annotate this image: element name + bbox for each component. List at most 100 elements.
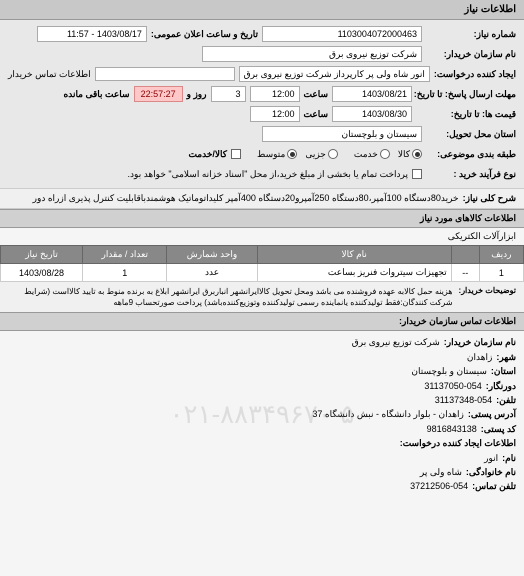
label-days: روز و	[187, 89, 207, 100]
col-name: نام کالا	[257, 246, 451, 264]
row-process: نوع فرآیند خرید : پرداخت تمام یا بخشی از…	[8, 164, 516, 184]
contact-postal: کد پستی: 9816843138	[8, 422, 516, 436]
contact-fax-value: 31137050-054	[424, 379, 481, 393]
label-deadline: مهلت ارسال پاسخ: تا تاریخ:	[416, 89, 516, 100]
items-table: ردیف نام کالا واحد شمارش تعداد / مقدار ت…	[0, 245, 524, 282]
checkbox-prepay[interactable]	[231, 149, 241, 159]
contact-creator-family-label: نام خانوادگی:	[466, 465, 516, 479]
contact-creator-name: نام: انور	[8, 451, 516, 465]
text-process: پرداخت تمام یا بخشی از مبلغ خرید،از محل …	[128, 169, 408, 180]
label-buyer: نام سازمان خریدار:	[426, 49, 516, 60]
items-section-title: اطلاعات کالاهای مورد نیاز	[0, 209, 524, 228]
col-qty: تعداد / مقدار	[83, 246, 167, 264]
radio-label-motavaset: متوسط	[257, 149, 285, 160]
input-days[interactable]	[211, 86, 246, 102]
label-explain: توضیحات خریدار:	[459, 286, 516, 308]
radio-label-khedmat: خدمت	[354, 149, 378, 160]
contact-province: استان: سیستان و بلوچستان	[8, 364, 516, 378]
row-packaging: طبقه بندی موضوعی: کالا خدمت جزیی متوسط ک…	[8, 144, 516, 164]
items-header-row: ردیف نام کالا واحد شمارش تعداد / مقدار ت…	[1, 246, 524, 264]
contact-creator-family-value: شاه ولی پر	[420, 465, 462, 479]
text-main-desc: خرید80دستگاه 100آمپر،80دستگاه 250آمپرو20…	[33, 193, 459, 204]
contact-city: شهر: زاهدان	[8, 350, 516, 364]
cell-date: 1403/08/28	[1, 264, 83, 282]
contact-section-title: اطلاعات تماس سازمان خریدار:	[0, 312, 524, 331]
text-explain: هزینه حمل کالابه عهده فروشنده می باشد وم…	[8, 286, 453, 308]
label-prepay: کالا/خدمت	[188, 149, 227, 160]
contact-postal-label: کد پستی:	[481, 422, 516, 436]
col-idx: ردیف	[479, 246, 523, 264]
contact-province-label: استان:	[491, 364, 516, 378]
row-request-no: شماره نیاز: تاریخ و ساعت اعلان عمومی:	[8, 24, 516, 44]
contact-address: آدرس پستی: زاهدان - بلوار دانشگاه - نبش …	[8, 407, 516, 421]
countdown-timer: 22:57:27	[134, 86, 183, 102]
radio-kala[interactable]: کالا	[398, 149, 422, 160]
label-packaging: طبقه بندی موضوعی:	[426, 149, 516, 160]
radio-jozi[interactable]: جزیی	[305, 149, 338, 160]
input-validity-time[interactable]	[250, 106, 300, 122]
page-header: اطلاعات نیاز	[0, 0, 524, 20]
label-main-desc: شرح کلی نیاز:	[463, 193, 516, 204]
radio-motavaset[interactable]: متوسط	[257, 149, 297, 160]
contact-phone-value: 31137348-054	[435, 393, 492, 407]
contact-org-value: شرکت توزیع نیروی برق	[352, 335, 440, 349]
contact-creator-info: اطلاعات ایجاد کننده درخواست:	[8, 436, 516, 450]
input-announce-date[interactable]	[37, 26, 147, 42]
label-validity-time: ساعت	[304, 109, 329, 120]
input-buyer[interactable]	[202, 46, 422, 62]
cell-qty: 1	[83, 264, 167, 282]
row-buyer: نام سازمان خریدار:	[8, 44, 516, 64]
contact-fax-label: دورنگار:	[486, 379, 516, 393]
contact-fax: دورنگار: 31137050-054	[8, 379, 516, 393]
input-validity-date[interactable]	[332, 106, 412, 122]
radio-label-kala: کالا	[398, 149, 410, 160]
contact-creator-info-label: اطلاعات ایجاد کننده درخواست:	[400, 436, 516, 450]
checkbox-process[interactable]	[412, 169, 422, 179]
col-unit: واحد شمارش	[167, 246, 257, 264]
radio-label-jozi: جزیی	[305, 149, 326, 160]
header-title: اطلاعات نیاز	[464, 4, 516, 15]
row-main-desc: شرح کلی نیاز: خرید80دستگاه 100آمپر،80دست…	[0, 188, 524, 209]
label-announce-date: تاریخ و ساعت اعلان عمومی:	[151, 29, 258, 40]
form-main: شماره نیاز: تاریخ و ساعت اعلان عمومی: نا…	[0, 20, 524, 188]
contact-org-label: نام سازمان خریدار:	[444, 335, 516, 349]
row-deadline: مهلت ارسال پاسخ: تا تاریخ: ساعت روز و 22…	[8, 84, 516, 104]
input-creator[interactable]	[239, 66, 430, 82]
contact-org: نام سازمان خریدار: شرکت توزیع نیروی برق	[8, 335, 516, 349]
contact-creator-phone-value: 37212506-054	[410, 479, 468, 493]
input-province[interactable]	[262, 126, 422, 142]
input-deadline-time[interactable]	[250, 86, 300, 102]
cell-name: تجهیزات سیتروات فنریز بساعت	[257, 264, 451, 282]
col-date: تاریخ نیاز	[1, 246, 83, 264]
radio-group-type: کالا خدمت	[354, 149, 422, 160]
contact-province-value: سیستان و بلوچستان	[411, 364, 487, 378]
table-row[interactable]: 1 -- تجهیزات سیتروات فنریز بساعت عدد 1 1…	[1, 264, 524, 282]
contact-phone-label: تلفن:	[496, 393, 516, 407]
contact-creator-phone-label: تلفن تماس:	[472, 479, 516, 493]
contact-city-value: زاهدان	[467, 350, 492, 364]
label-contact-btn: اطلاعات تماس خریدار	[8, 69, 91, 80]
label-request-no: شماره نیاز:	[426, 29, 516, 40]
label-remain: ساعت باقی مانده	[64, 89, 130, 100]
input-request-no[interactable]	[262, 26, 422, 42]
row-validity: قیمت ها: تا تاریخ: ساعت	[8, 104, 516, 124]
cell-code: --	[451, 264, 479, 282]
input-deadline-date[interactable]	[332, 86, 412, 102]
contact-creator-name-value: انور	[484, 451, 498, 465]
contact-postal-value: 9816843138	[427, 422, 477, 436]
row-explain: توضیحات خریدار: هزینه حمل کالابه عهده فر…	[0, 282, 524, 312]
contact-creator-phone: تلفن تماس: 37212506-054	[8, 479, 516, 493]
label-deadline-time: ساعت	[304, 89, 329, 100]
label-process: نوع فرآیند خرید :	[426, 169, 516, 180]
contact-phone: تلفن: 31137348-054	[8, 393, 516, 407]
radio-khedmat[interactable]: خدمت	[354, 149, 390, 160]
label-province: استان محل تحویل:	[426, 129, 516, 140]
row-creator: ایجاد کننده درخواست: اطلاعات تماس خریدار	[8, 64, 516, 84]
radio-group-size: جزیی متوسط	[257, 149, 338, 160]
cell-idx: 1	[479, 264, 523, 282]
radio-circle-kala	[412, 149, 422, 159]
radio-circle-motavaset	[287, 149, 297, 159]
row-province: استان محل تحویل:	[8, 124, 516, 144]
radio-circle-jozi	[328, 149, 338, 159]
contact-city-label: شهر:	[496, 350, 516, 364]
